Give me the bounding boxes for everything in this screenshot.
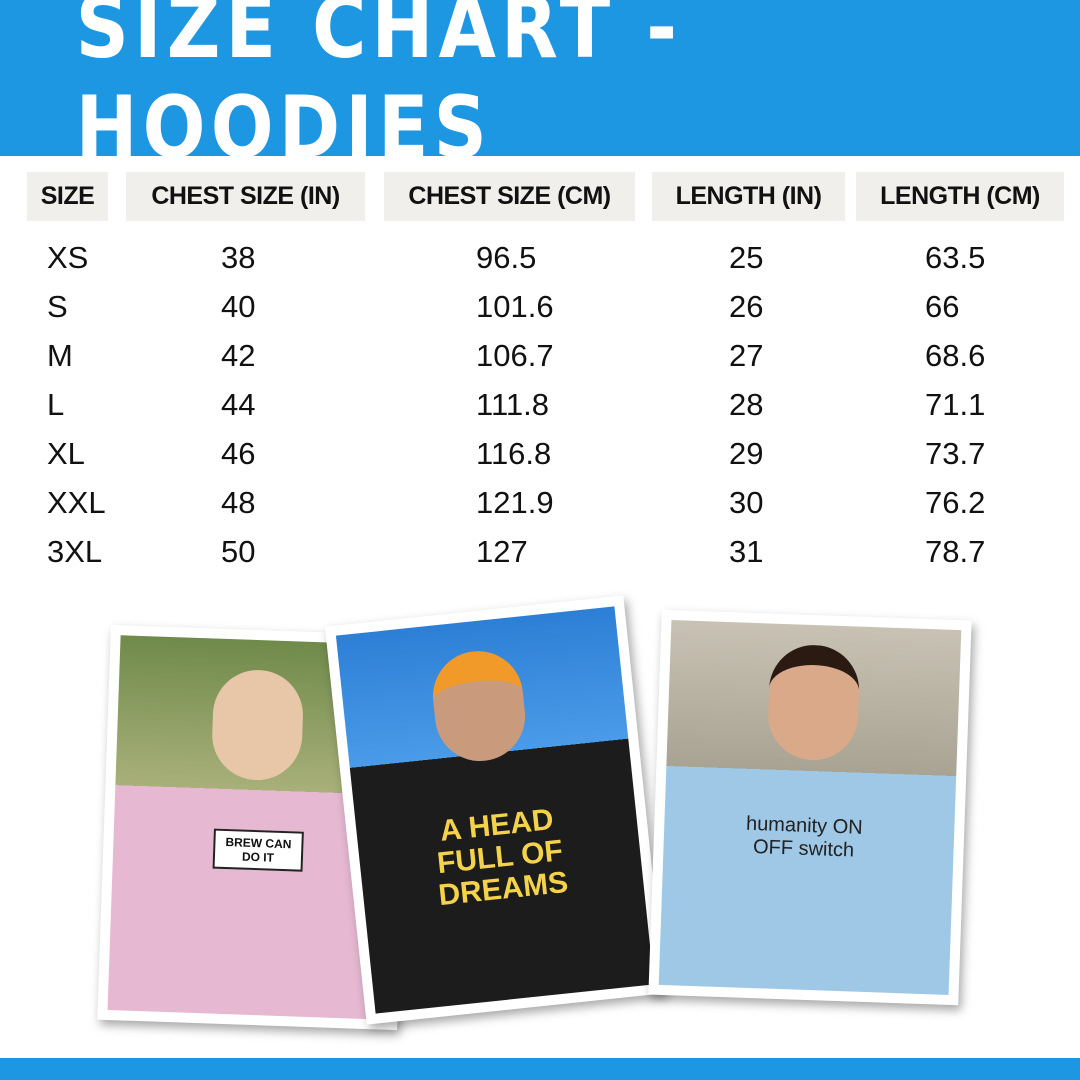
photo-blue-hoodie: humanity ON OFF switch — [648, 609, 972, 1006]
cell-length-in: 29 — [729, 436, 764, 471]
photo-black-hoodie: A HEAD FULL OF DREAMS — [324, 595, 666, 1025]
cell-length-cm: 63.5 — [925, 240, 986, 275]
header-chest-in: CHEST SIZE (IN) — [126, 172, 365, 221]
table-row: XXL 48 121.9 30 76.2 — [0, 485, 1080, 525]
cell-size: XL — [47, 436, 85, 471]
cell-chest-in: 44 — [221, 387, 256, 422]
title-banner: SIZE CHART - HOODIES — [0, 0, 1080, 178]
table-row: M 42 106.7 27 68.6 — [0, 338, 1080, 378]
table-row: 3XL 50 127 31 78.7 — [0, 534, 1080, 574]
table-row: S 40 101.6 26 66 — [0, 289, 1080, 329]
cell-size: M — [47, 338, 73, 373]
cell-length-cm: 71.1 — [925, 387, 986, 422]
cell-chest-in: 50 — [221, 534, 256, 569]
cell-chest-cm: 116.8 — [476, 436, 552, 471]
header-length-cm: LENGTH (CM) — [856, 172, 1064, 221]
cell-size: L — [47, 387, 65, 422]
hoodie-print-text: humanity ON OFF switch — [745, 812, 864, 862]
cell-chest-cm: 121.9 — [476, 485, 554, 520]
cell-chest-in: 40 — [221, 289, 256, 324]
cell-chest-cm: 111.8 — [476, 387, 549, 422]
cell-length-in: 31 — [729, 534, 764, 569]
cell-length-in: 28 — [729, 387, 764, 422]
cell-chest-cm: 106.7 — [476, 338, 554, 373]
cell-length-cm: 68.6 — [925, 338, 986, 373]
cell-chest-in: 38 — [221, 240, 256, 275]
hoodie-print-text: A HEAD FULL OF DREAMS — [435, 803, 570, 913]
cell-length-in: 30 — [729, 485, 764, 520]
cell-length-in: 26 — [729, 289, 764, 324]
hoodie-print-text: BREW CAN DO IT — [212, 828, 304, 872]
cell-chest-in: 42 — [221, 338, 256, 373]
page-title: SIZE CHART - HOODIES — [75, 0, 683, 178]
cell-chest-in: 46 — [221, 436, 256, 471]
cell-chest-in: 48 — [221, 485, 256, 520]
cell-length-cm: 66 — [925, 289, 960, 324]
header-length-in: LENGTH (IN) — [652, 172, 845, 221]
header-size: SIZE — [27, 172, 108, 221]
table-row: XL 46 116.8 29 73.7 — [0, 436, 1080, 476]
cell-size: XXL — [47, 485, 106, 520]
cell-length-in: 27 — [729, 338, 764, 373]
bottom-stripe — [0, 1058, 1080, 1080]
cell-length-in: 25 — [729, 240, 764, 275]
cell-chest-cm: 96.5 — [476, 240, 537, 275]
cell-chest-cm: 127 — [476, 534, 528, 569]
cell-length-cm: 78.7 — [925, 534, 986, 569]
cell-length-cm: 76.2 — [925, 485, 986, 520]
cell-size: XS — [47, 240, 89, 275]
header-chest-cm: CHEST SIZE (CM) — [384, 172, 635, 221]
table-row: L 44 111.8 28 71.1 — [0, 387, 1080, 427]
cell-chest-cm: 101.6 — [476, 289, 554, 324]
cell-size: 3XL — [47, 534, 103, 569]
table-row: XS 38 96.5 25 63.5 — [0, 240, 1080, 280]
cell-size: S — [47, 289, 68, 324]
cell-length-cm: 73.7 — [925, 436, 986, 471]
